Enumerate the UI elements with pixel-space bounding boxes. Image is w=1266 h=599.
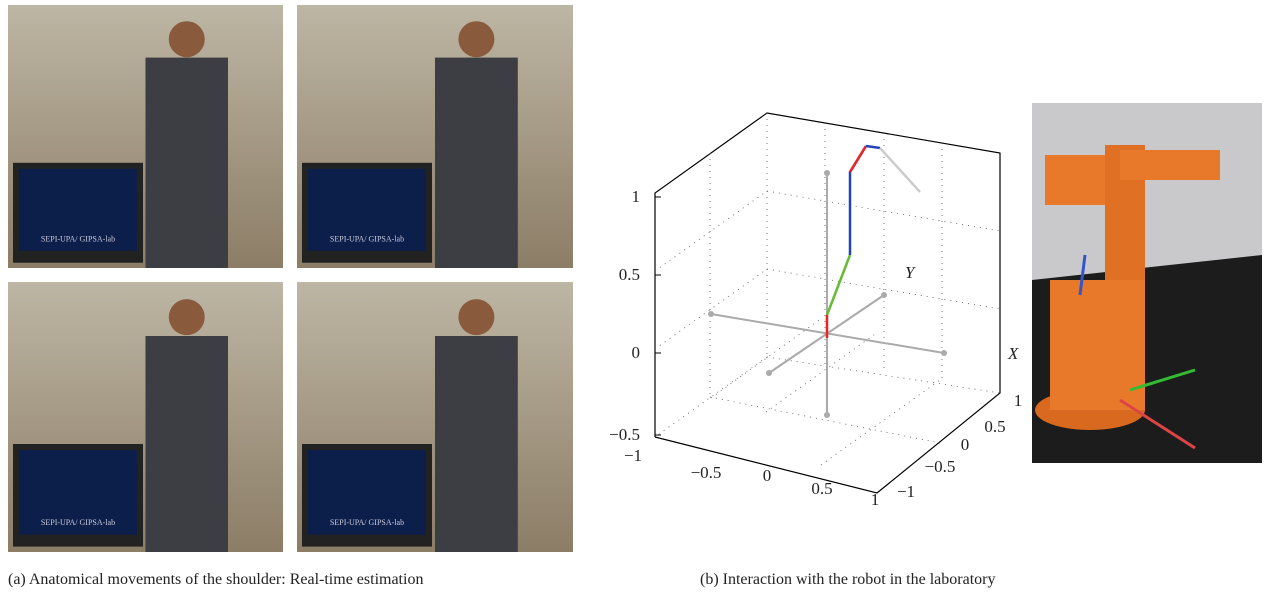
axes-3d	[711, 173, 944, 415]
y-tick-label: 0	[961, 435, 970, 454]
monitor-text: SEPI-UPA/ GIPSA-lab	[330, 235, 404, 244]
page: SEPI-UPA/ GIPSA-lab SEPI-UPA/ GIPSA-lab SE…	[0, 0, 1266, 594]
x-tick-label: 1	[871, 490, 880, 509]
skeleton	[827, 146, 920, 338]
axis-label: Y	[905, 263, 916, 282]
y-tick-label: 0.5	[984, 417, 1005, 436]
axis-label: X	[1007, 344, 1019, 363]
person-head	[169, 21, 205, 57]
person-shirt	[146, 58, 229, 268]
person-head	[169, 299, 205, 335]
y-tick-label: −1	[897, 482, 915, 501]
caption: (a) Anatomical movements of the shoulder…	[8, 571, 423, 588]
monitor-text: SEPI-UPA/ GIPSA-lab	[41, 235, 115, 244]
caption: (b) Interaction with the robot in the la…	[700, 571, 995, 588]
figure: SEPI-UPA/ GIPSA-lab SEPI-UPA/ GIPSA-lab SE…	[0, 0, 1266, 594]
robot-image	[1032, 103, 1262, 463]
z-tick-label: 0.5	[619, 265, 640, 284]
monitor-text: SEPI-UPA/ GIPSA-lab	[330, 518, 404, 527]
x-tick-label: 0.5	[811, 479, 832, 498]
monitor-text: SEPI-UPA/ GIPSA-lab	[41, 518, 115, 527]
person-head	[458, 299, 494, 335]
z-tick-label: 1	[632, 187, 641, 206]
x-tick-label: −0.5	[691, 463, 722, 482]
z-tick-label: 0	[632, 343, 641, 362]
x-tick-label: −1	[624, 446, 642, 465]
person-shirt	[146, 336, 229, 552]
y-tick-label: 1	[1014, 391, 1023, 410]
person-shirt	[435, 58, 518, 268]
person-head	[458, 21, 494, 57]
z-tick-label: −0.5	[609, 425, 640, 444]
person-shirt	[435, 336, 518, 552]
x-tick-label: 0	[763, 466, 772, 485]
y-tick-label: −0.5	[925, 457, 956, 476]
